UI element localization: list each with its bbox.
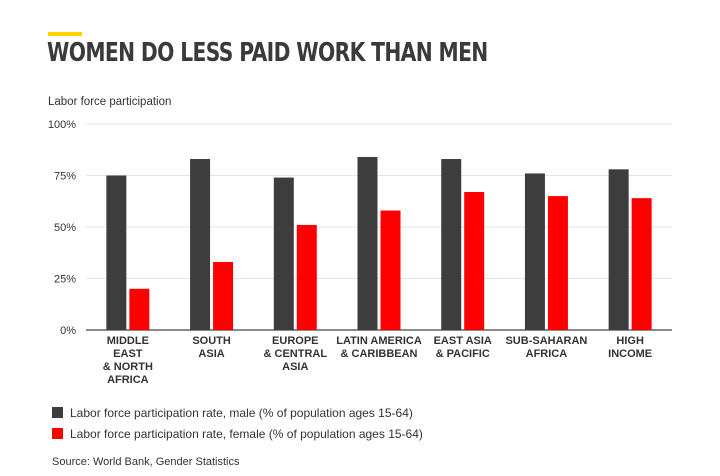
bar-female (380, 210, 401, 330)
bar-female (464, 191, 485, 330)
x-tick-label: LATIN AMERICA & CARIBBEAN (336, 335, 422, 360)
legend-swatch-female (52, 428, 63, 439)
x-tick-label: SUB-SAHARAN AFRICA (505, 335, 587, 360)
x-tick-label: MIDDLE EAST & NORTH AFRICA (103, 335, 153, 386)
legend-label-male: Labor force participation rate, male (% … (70, 405, 413, 420)
bar-male (273, 177, 294, 330)
bar-male (608, 169, 629, 330)
bar-female (129, 288, 150, 330)
bar-male (190, 159, 211, 330)
y-tick-label: 25% (54, 274, 76, 286)
bar-female (213, 262, 234, 330)
legend-item-female: Labor force participation rate, female (… (52, 423, 423, 444)
bar-male (441, 159, 462, 330)
x-tick-label: EAST ASIA & PACIFIC (434, 335, 492, 360)
y-axis-label: Labor force participation (48, 96, 172, 108)
legend: Labor force participation rate, male (% … (52, 402, 423, 444)
x-tick-label: SOUTH ASIA (192, 335, 231, 360)
legend-item-male: Labor force participation rate, male (% … (52, 402, 423, 423)
bar-female (547, 196, 568, 330)
bar-female (631, 198, 652, 330)
bar-male (524, 173, 545, 330)
x-tick-label: HIGH INCOME (608, 335, 652, 360)
bar-male (357, 156, 378, 330)
y-tick-label: 50% (54, 222, 76, 234)
y-tick-label: 75% (54, 171, 76, 183)
x-tick-label: EUROPE & CENTRAL ASIA (264, 335, 328, 373)
bar-chart: 0% 25% 50% 75% 100% MIDDLE EAST & NORTH AFRICA SO… (48, 119, 672, 386)
legend-label-female: Labor force participation rate, female (… (70, 426, 423, 441)
source-note: Source: World Bank, Gender Statistics (52, 456, 240, 468)
legend-swatch-male (52, 407, 63, 418)
bar-male (106, 175, 127, 330)
bar-female (296, 224, 317, 330)
y-tick-label: 0% (60, 325, 76, 337)
y-tick-label: 100% (48, 119, 76, 131)
chart-title: WOMEN DO LESS PAID WORK THAN MEN (47, 38, 488, 68)
title-accent-bar (48, 32, 82, 36)
